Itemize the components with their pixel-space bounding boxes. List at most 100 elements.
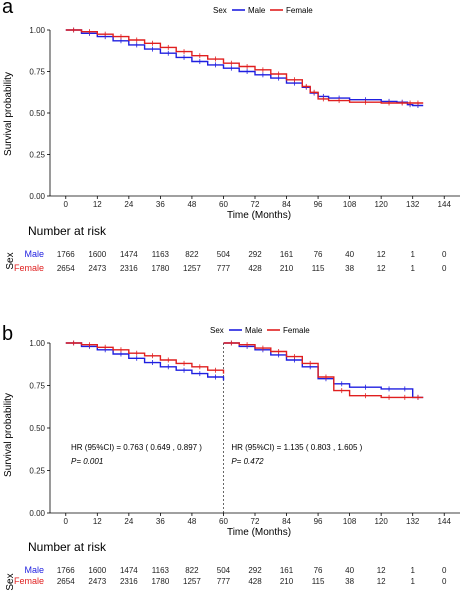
panel-a-ytick-label: 0.25 [29, 151, 45, 160]
panel-b-xtick-label: 36 [156, 517, 165, 526]
panel-a-plot: 0.00 0.25 0.50 0.75 1.00 0 12 24 36 48 60 72 84 96 108… [29, 26, 460, 209]
panel-a-xtick-label: 24 [124, 200, 133, 209]
panel-a-xtick-label: 108 [343, 200, 357, 209]
panel-b-ytick-label: 0.00 [29, 509, 45, 518]
panel-b-risk-count-female: 210 [280, 577, 294, 586]
panel-a-risk-count-male: 504 [217, 250, 231, 259]
panel-a-ylabel: Survival probability [3, 72, 14, 156]
panel-a-legend-male: Male [248, 6, 266, 15]
panel-b-risk-count-male: 1163 [152, 566, 170, 575]
panel-b-xtick-label: 120 [374, 517, 388, 526]
panel-b-legend-male: Male [245, 326, 263, 335]
panel-a-risk-count-male: 40 [345, 250, 354, 259]
panel-b-risk-count-male: 1474 [120, 566, 138, 575]
panel-b-xtick-label: 24 [124, 517, 133, 526]
panel-a-risk-count-male: 822 [185, 250, 199, 259]
panel-a-risk-count-male: 0 [442, 250, 447, 259]
panel-b-risk-female-name: Female [14, 576, 44, 586]
panel-a-series-male-line [65, 29, 424, 107]
panel-b-ytick-label: 1.00 [29, 339, 45, 348]
panel-b-series-male-line [223, 342, 424, 399]
panel-a-risk-count-male: 1474 [120, 250, 138, 259]
panel-a-xtick-label: 96 [314, 200, 323, 209]
panel-b-risk-count-male: 1600 [88, 566, 106, 575]
panel-b-label: b [2, 323, 13, 345]
panel-b-ylabel: Survival probability [3, 393, 14, 477]
panel-b-risk-count-female: 0 [442, 577, 447, 586]
panel-b-xtick-label: 60 [219, 517, 228, 526]
panel-a-xtick-label: 12 [93, 200, 102, 209]
panel-a-risk-count-female: 1780 [151, 264, 169, 273]
panel-a-risk-title: Number at risk [28, 224, 107, 238]
panel-b-risk-count-male: 0 [442, 566, 447, 575]
panel-b-risk-count-male: 12 [377, 566, 386, 575]
panel-b-xlabel: Time (Months) [227, 527, 291, 538]
panel-a-risk-count-female: 0 [442, 264, 447, 273]
panel-b-ytick-label: 0.50 [29, 424, 45, 433]
panel-b-risk-count-female: 1257 [183, 577, 201, 586]
panel-b-risk-title: Number at risk [28, 540, 107, 554]
panel-a-risk-count-male: 12 [377, 250, 386, 259]
panel-a-xtick-label: 120 [374, 200, 388, 209]
panel-a-risk-count-female: 115 [312, 264, 325, 273]
panel-a-xlabel: Time (Months) [227, 210, 291, 221]
panel-b-p-annotation-0: P= 0.001 [71, 457, 103, 466]
panel-b-risk-count-female: 2654 [57, 577, 75, 586]
panel-b-risk-table: 1766 1600 1474 1163 822 504 292 161 76 40 12 1 02654… [57, 566, 447, 586]
panel-b-risk-count-female: 2473 [88, 577, 106, 586]
panel-b-risk-count-male: 161 [280, 566, 294, 575]
panel-b-risk-count-female: 115 [312, 577, 325, 586]
panel-a-risk-count-male: 292 [248, 250, 262, 259]
panel-a-xtick-label: 144 [438, 200, 452, 209]
panel-b-risk-count-female: 12 [377, 577, 386, 586]
panel-a-risk-count-female: 1 [410, 264, 415, 273]
panel-a-risk-count-female: 777 [217, 264, 231, 273]
panel-b-risk-count-male: 292 [248, 566, 262, 575]
panel-b-risk-count-male: 822 [185, 566, 199, 575]
panel-a-ytick-label: 0.00 [29, 192, 45, 201]
panel-b-series-female-line [65, 342, 225, 374]
panel-a-xtick-label: 132 [406, 200, 420, 209]
panel-a-risk-group-title: Sex [5, 252, 16, 269]
panel-a-risk-count-female: 1257 [183, 264, 201, 273]
panel-a-risk-count-male: 161 [280, 250, 294, 259]
panel-b-xtick-label: 144 [438, 517, 452, 526]
panel-a-xtick-label: 84 [282, 200, 291, 209]
panel-a-label: a [2, 0, 14, 18]
panel-b-risk-count-female: 428 [248, 577, 262, 586]
panel-a-series-female-line [65, 29, 424, 104]
panel-a-xtick-label: 48 [187, 200, 196, 209]
panel-a-risk-count-male: 1163 [152, 250, 170, 259]
panel-b-ytick-label: 0.75 [29, 382, 45, 391]
panel-b-legend-title: Sex [210, 326, 224, 335]
panel-b-ytick-label: 0.25 [29, 467, 45, 476]
panel-a-legend-female: Female [286, 6, 313, 15]
panel-a-xtick-label: 60 [219, 200, 228, 209]
panel-b-risk-count-male: 1 [410, 566, 415, 575]
panel-a-risk-table: 1766 1600 1474 1163 822 504 292 161 76 40 12 1 02654… [57, 250, 447, 273]
panel-a-risk-count-male: 76 [314, 250, 323, 259]
panel-a-xtick-label: 36 [156, 200, 165, 209]
panel-b-xtick-label: 108 [343, 517, 357, 526]
panel-a-legend-title: Sex [213, 6, 227, 15]
panel-a-ytick-label: 0.75 [29, 68, 45, 77]
panel-b-plot: 0.00 0.25 0.50 0.75 1.00 0 12 24 36 48 60 72 84 96 108… [29, 339, 460, 526]
panel-b-risk-count-male: 1766 [57, 566, 75, 575]
panel-a-ytick-label: 1.00 [29, 26, 45, 35]
panel-b-risk-count-male: 76 [314, 566, 323, 575]
panel-b-risk-count-male: 40 [345, 566, 354, 575]
panel-b-p-annotation-1: P= 0.472 [231, 457, 264, 466]
panel-b-hr-annotation-1: HR (95%CI) = 1.135 ( 0.803 , 1.605 ) [231, 443, 362, 452]
panel-b-legend-female: Female [283, 326, 310, 335]
panel-a-risk-male-name: Male [24, 249, 44, 259]
panel-a-risk-count-female: 428 [248, 264, 262, 273]
panel-a-risk-count-male: 1600 [88, 250, 106, 259]
panel-a-risk-count-female: 2654 [57, 264, 75, 273]
panel-a-risk-count-female: 38 [345, 264, 354, 273]
panel-b-xtick-label: 72 [251, 517, 260, 526]
panel-b-risk-count-female: 38 [345, 577, 354, 586]
panel-a-risk-count-female: 12 [377, 264, 386, 273]
panel-b-xtick-label: 84 [282, 517, 291, 526]
panel-a-risk-count-female: 210 [280, 264, 294, 273]
